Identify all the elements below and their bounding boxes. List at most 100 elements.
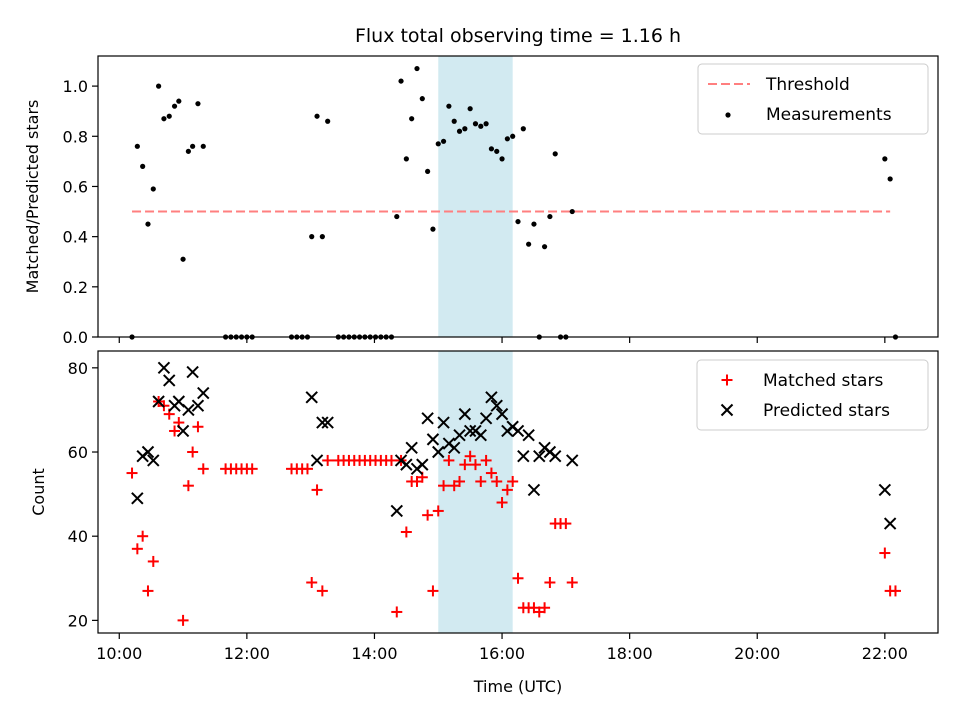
x-tick-label: 18:00 [607,644,653,663]
matched-point [385,454,397,466]
measurement-point [185,148,191,154]
legend-predicted-marker [720,403,734,417]
legend-predicted-label: Predicted stars [763,401,890,421]
predicted-point [390,504,403,518]
matched-point [126,467,138,479]
figure-title: Flux total observing time = 1.16 h [355,25,681,47]
matched-point [301,463,313,475]
matched-point [539,602,551,614]
measurement-point [134,143,140,149]
measurement-point [467,106,473,112]
measurement-point [319,234,325,240]
measurement-point [526,241,532,247]
top-axes-frame [97,55,939,338]
top-y-ticks: 0.0 0.2 0.4 0.6 0.8 1.0 [63,77,98,347]
bottom-y-tick-label: 40 [68,527,88,546]
measurement-point [314,113,320,119]
measurement-point [478,123,484,129]
measurement-point [446,103,452,109]
predicted-point [426,433,440,446]
measurement-point [472,121,479,127]
matched-point [422,509,434,521]
top-observation-band [438,56,513,337]
matched-point [544,576,556,588]
matched-point [454,475,466,487]
predicted-point [522,428,535,442]
measurement-point [440,138,447,144]
predicted-point [310,454,324,467]
measurement-point [547,213,553,220]
matched-point [889,585,901,597]
x-tick-label: 16:00 [479,644,525,663]
top-x-ticks [118,337,886,343]
measurement-point [156,83,162,89]
top-y-tick-label: 0.2 [63,278,88,297]
predicted-point [437,416,450,429]
matched-point [566,576,578,588]
measurement-point [541,244,548,250]
matched-point [469,459,481,471]
matched-point [322,454,334,466]
measurement-point [531,221,537,227]
top-y-tick-label: 1.0 [63,77,88,96]
legend-threshold-label: Threshold [765,75,850,95]
predicted-point [400,458,413,471]
predicted-point [533,450,546,463]
top-panel: 0.0 0.2 0.4 0.6 0.8 1.0 Matched/Predicted sta… [23,55,939,347]
bottom-legend-box [696,359,929,431]
measurement-point [325,118,331,124]
predicted-point [316,416,329,429]
top-legend: Threshold Measurements [697,63,929,135]
predicted-point [405,441,418,455]
measurement-point [414,65,420,72]
predicted-point [566,454,579,467]
measurement-point [309,234,315,240]
measurement-point [180,256,186,262]
top-y-tick-label: 0.6 [63,177,88,196]
bottom-y-axis-label: Count [29,468,48,516]
measurement-point [462,126,468,132]
predicted-point [479,412,493,425]
matched-point [311,484,323,496]
measurement-point [190,143,196,149]
predicted-point [182,403,195,417]
legend-matched-marker [721,374,733,386]
top-legend-box [697,63,929,135]
bottom-panel: 10:00 12:00 14:00 16:00 18:00 20:00 22:00 20 40… [29,350,939,696]
measurement-point [150,186,156,192]
measurement-point [494,148,500,154]
predicted-point [474,428,487,442]
predicted-point [883,517,897,530]
matched-point [246,463,258,475]
matched-point [475,475,487,487]
predicted-point [549,450,562,463]
predicted-point [517,450,530,463]
bottom-x-ticks: 10:00 12:00 14:00 16:00 18:00 20:00 22:00 [96,633,908,663]
measurement-point [552,151,558,157]
predicted-point [157,361,171,375]
matched-point [560,518,572,530]
predicted-point [321,416,334,429]
predicted-point [495,407,509,421]
measurement-point [398,78,404,84]
predicted-point [463,424,477,438]
x-tick-label: 12:00 [224,644,270,663]
top-y-tick-label: 0.0 [63,328,88,347]
matched-points [126,396,901,626]
matched-point [306,576,318,588]
legend-matched-label: Matched stars [763,371,883,391]
matched-point [879,547,891,559]
measurement-point [451,118,457,124]
predicted-point [191,399,205,412]
measurement-point [488,146,495,152]
predicted-point [141,445,155,459]
matched-point [438,480,450,492]
matched-point [197,463,209,475]
measurement-point [569,208,575,215]
matched-point [169,425,181,437]
measurement-point [435,141,441,147]
legend-predicted-swatch [720,403,734,417]
measurement-point [887,176,893,182]
measurement-point [499,156,505,162]
predicted-point [432,445,445,459]
